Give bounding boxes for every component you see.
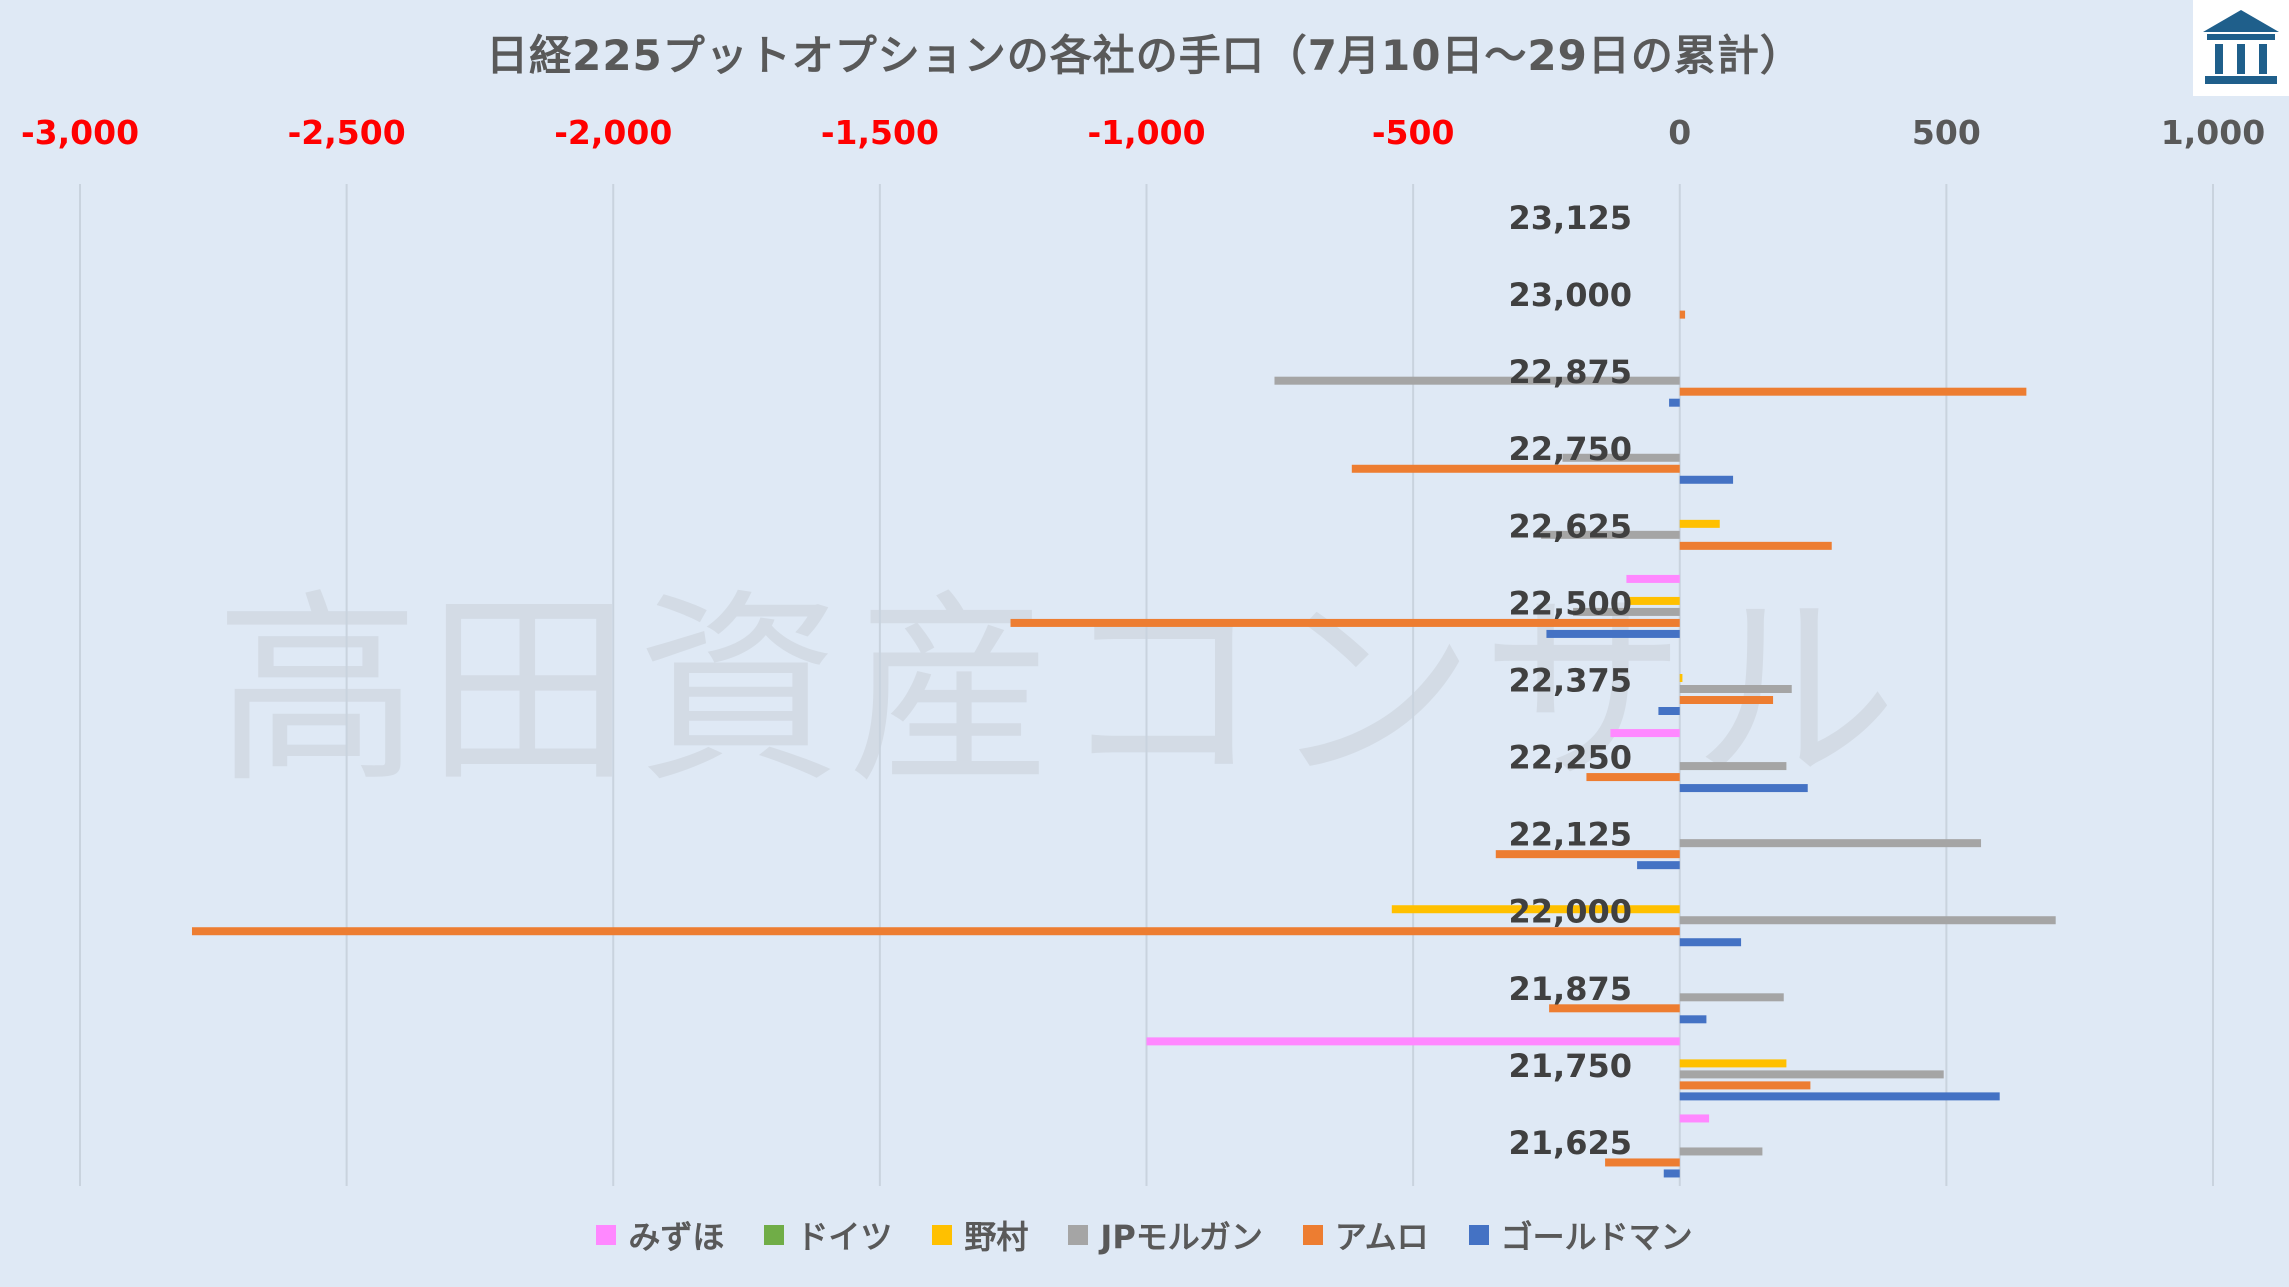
x-tick-label: -2,000 bbox=[554, 113, 672, 152]
bar bbox=[1679, 762, 1787, 771]
bar-chart: -3,000 -2,500 -2,000 -1,500 -1,000 -500 0 500 1,… bbox=[21, 113, 2265, 1186]
y-tick-label: 22,500 bbox=[1509, 584, 1632, 622]
x-tick-label: -1,000 bbox=[1087, 113, 1205, 152]
y-tick-label: 22,000 bbox=[1509, 893, 1632, 931]
bar bbox=[1679, 541, 1832, 550]
y-tick-label: 22,375 bbox=[1509, 661, 1632, 699]
bar bbox=[1546, 629, 1680, 638]
building-logo-icon bbox=[2193, 0, 2289, 96]
bar bbox=[1274, 376, 1680, 385]
bar bbox=[1663, 1169, 1680, 1178]
bar bbox=[1010, 618, 1680, 627]
bar bbox=[1637, 861, 1680, 870]
legend-item: ゴールドマン bbox=[1468, 1212, 1693, 1258]
bar bbox=[1549, 1004, 1680, 1013]
x-tick-label: -2,500 bbox=[288, 113, 406, 152]
y-tick-label: 22,750 bbox=[1509, 430, 1632, 468]
x-tick-label: -3,000 bbox=[21, 113, 139, 152]
bar bbox=[1669, 398, 1680, 407]
legend-label: ドイツ bbox=[796, 1218, 893, 1256]
bar bbox=[191, 927, 1680, 936]
chart-legend: みずほ ドイツ 野村 JPモルガン アムロ ゴールドマン bbox=[0, 1212, 2289, 1258]
legend-swatch bbox=[1068, 1225, 1089, 1245]
bar bbox=[1679, 696, 1774, 704]
bar bbox=[1586, 773, 1680, 782]
legend-item: JPモルガン bbox=[1068, 1212, 1263, 1258]
bar bbox=[1679, 839, 1982, 848]
y-tick-label: 22,250 bbox=[1509, 739, 1632, 777]
legend-label: みずほ bbox=[628, 1218, 725, 1256]
bar bbox=[1679, 938, 1742, 947]
bar bbox=[1626, 596, 1680, 605]
bar bbox=[1679, 1070, 1944, 1079]
legend-label: 野村 bbox=[964, 1218, 1029, 1256]
legend-swatch bbox=[764, 1225, 785, 1245]
legend-label: アムロ bbox=[1334, 1218, 1429, 1256]
bar bbox=[1146, 1037, 1680, 1046]
y-tick-label: 22,875 bbox=[1509, 353, 1632, 391]
bar bbox=[1679, 993, 1784, 1002]
bar bbox=[1679, 685, 1792, 693]
y-tick-label: 21,875 bbox=[1509, 970, 1632, 1008]
bar bbox=[1658, 707, 1680, 715]
bar bbox=[1605, 1158, 1680, 1167]
bar bbox=[1679, 1114, 1710, 1123]
bar bbox=[1351, 464, 1680, 473]
bar bbox=[1679, 1147, 1763, 1156]
chart-title: 日経225プットオプションの各社の手口（7月10日～29日の累計） bbox=[486, 31, 1803, 80]
bar bbox=[1626, 574, 1680, 583]
bar bbox=[1679, 387, 2027, 396]
bar bbox=[1573, 607, 1680, 616]
bar bbox=[1679, 1081, 1811, 1090]
bar bbox=[1679, 1059, 1787, 1068]
y-tick-label: 21,625 bbox=[1509, 1124, 1632, 1162]
y-tick-label: 22,125 bbox=[1509, 816, 1632, 854]
x-tick-label: -500 bbox=[1372, 113, 1455, 152]
bar bbox=[1679, 475, 1734, 484]
x-tick-label: -1,500 bbox=[821, 113, 939, 152]
bar bbox=[1679, 916, 2056, 925]
bar bbox=[1541, 530, 1680, 539]
legend-swatch bbox=[1302, 1225, 1323, 1245]
y-tick-label: 21,750 bbox=[1509, 1047, 1632, 1085]
legend-swatch bbox=[1468, 1225, 1489, 1245]
legend-label: JPモルガン bbox=[1100, 1218, 1263, 1256]
x-tick-label: 1,000 bbox=[2161, 113, 2265, 152]
legend-label: ゴールドマン bbox=[1500, 1218, 1693, 1256]
legend-item: アムロ bbox=[1302, 1212, 1429, 1258]
bar bbox=[1679, 784, 1808, 793]
bar bbox=[1495, 850, 1680, 859]
bar bbox=[1679, 310, 1686, 319]
legend-swatch bbox=[932, 1225, 953, 1245]
x-tick-label: 0 bbox=[1668, 113, 1691, 152]
bar bbox=[1679, 1092, 2000, 1101]
legend-item: ドイツ bbox=[764, 1212, 892, 1258]
bar bbox=[1562, 453, 1680, 462]
x-tick-label: 500 bbox=[1912, 113, 1981, 152]
legend-item: 野村 bbox=[932, 1212, 1028, 1258]
bar bbox=[1391, 905, 1680, 914]
legend-swatch bbox=[596, 1225, 617, 1245]
legend-item: みずほ bbox=[596, 1212, 724, 1258]
bar bbox=[1679, 519, 1720, 528]
bar bbox=[1679, 1015, 1707, 1024]
bar bbox=[1679, 674, 1683, 682]
y-tick-label: 22,625 bbox=[1509, 507, 1632, 545]
y-tick-label: 23,000 bbox=[1509, 276, 1632, 314]
bar bbox=[1610, 729, 1680, 738]
y-tick-label: 23,125 bbox=[1509, 199, 1632, 237]
